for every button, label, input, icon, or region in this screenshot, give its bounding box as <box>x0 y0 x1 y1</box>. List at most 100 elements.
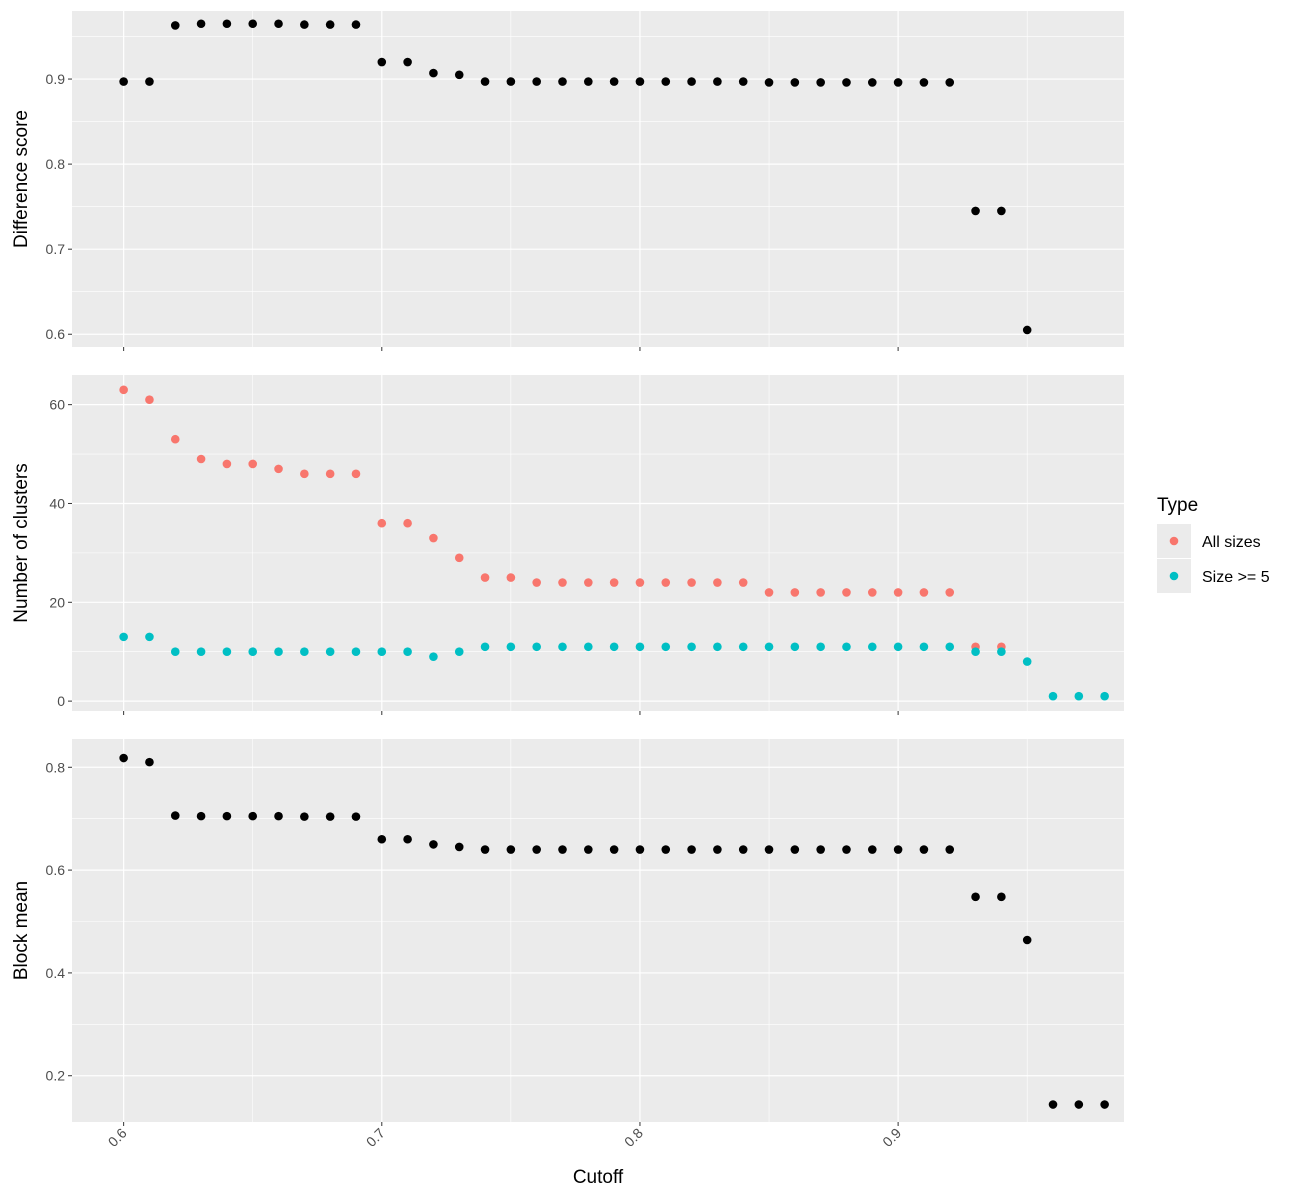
data-point <box>1074 1100 1084 1109</box>
data-point <box>454 842 464 852</box>
data-point <box>997 206 1006 216</box>
data-point <box>119 385 128 395</box>
data-point <box>687 642 696 652</box>
data-point <box>480 642 490 652</box>
data-point <box>506 845 516 854</box>
data-point <box>248 459 258 469</box>
data-point <box>867 845 877 854</box>
legend-swatch <box>1169 571 1179 581</box>
data-point <box>300 812 309 821</box>
series-0 <box>119 19 1032 335</box>
x-axis-title: Cutoff <box>573 1167 624 1188</box>
data-point <box>738 845 748 854</box>
data-point <box>893 588 903 597</box>
data-point <box>867 588 877 597</box>
data-point <box>325 469 335 479</box>
data-point <box>1022 325 1032 335</box>
data-point <box>764 845 774 854</box>
data-point <box>300 469 309 479</box>
data-point <box>997 892 1006 902</box>
y-tick-label: 40 <box>49 495 65 511</box>
data-point <box>713 642 722 652</box>
data-point <box>248 19 258 29</box>
data-point <box>196 647 206 657</box>
data-point <box>893 845 903 854</box>
data-point <box>532 845 541 854</box>
data-point <box>351 20 361 29</box>
legend-swatch <box>1169 536 1179 546</box>
data-point <box>170 434 180 444</box>
data-point <box>609 77 619 86</box>
data-point <box>867 642 877 652</box>
data-point <box>816 845 825 854</box>
data-point <box>790 642 800 652</box>
legend-title: Type <box>1157 495 1198 516</box>
data-point <box>325 20 335 29</box>
data-point <box>300 647 309 657</box>
data-point <box>842 642 851 652</box>
data-point <box>532 578 541 587</box>
data-point <box>300 20 309 29</box>
data-point <box>971 892 980 902</box>
data-point <box>635 642 645 652</box>
data-point <box>454 70 464 80</box>
data-point <box>687 578 696 587</box>
data-point <box>1022 657 1032 666</box>
data-point <box>738 77 748 86</box>
data-point <box>997 647 1006 657</box>
y-tick-label: 0.4 <box>46 965 66 981</box>
data-point <box>893 642 903 652</box>
data-point <box>429 840 438 849</box>
legend: Type All sizes Size >= 5 <box>1157 495 1270 593</box>
y-tick-label: 0.6 <box>46 326 66 342</box>
data-point <box>1022 935 1032 945</box>
data-point <box>687 77 696 86</box>
data-point <box>738 642 748 652</box>
legend-label: All sizes <box>1202 534 1261 551</box>
data-point <box>584 578 593 587</box>
data-point <box>480 77 490 86</box>
data-point <box>403 518 412 528</box>
data-point <box>919 588 929 597</box>
data-point <box>506 642 516 652</box>
data-point <box>713 845 722 854</box>
data-point <box>222 19 232 29</box>
data-point <box>480 845 490 854</box>
y-tick-label: 60 <box>49 397 65 413</box>
data-point <box>558 77 567 86</box>
data-point <box>170 21 180 30</box>
y-tick-label: 20 <box>49 594 65 610</box>
data-point <box>893 78 903 87</box>
data-point <box>1100 691 1109 701</box>
data-point <box>558 642 567 652</box>
data-point <box>609 845 619 854</box>
data-point <box>119 77 128 86</box>
data-point <box>351 647 361 657</box>
y-tick-label: 0.2 <box>46 1068 66 1084</box>
y-tick-label: 0.6 <box>46 862 66 878</box>
y-tick-label: 0.7 <box>46 241 66 257</box>
data-point <box>842 78 851 87</box>
data-point <box>661 642 671 652</box>
data-point <box>867 78 877 87</box>
data-point <box>1074 691 1084 701</box>
data-point <box>919 78 929 87</box>
data-point <box>764 78 774 87</box>
x-tick-label: 0.6 <box>105 1125 130 1150</box>
data-point <box>274 19 283 29</box>
panel-background <box>72 11 1124 347</box>
data-point <box>661 845 671 854</box>
y-tick-label: 0.8 <box>46 759 66 775</box>
data-point <box>274 811 283 821</box>
y-tick-label: 0.9 <box>46 71 66 87</box>
data-point <box>454 647 464 657</box>
data-point <box>816 588 825 597</box>
data-point <box>842 588 851 597</box>
data-point <box>248 811 258 821</box>
data-point <box>1048 1100 1058 1109</box>
chart-panels: 0.6 0.7 0.8 0.9 Difference score 0 20 40 60 Numbe… <box>11 11 1124 1188</box>
data-point <box>584 77 593 86</box>
data-point <box>429 652 438 661</box>
data-point <box>248 647 258 657</box>
data-point <box>790 588 800 597</box>
